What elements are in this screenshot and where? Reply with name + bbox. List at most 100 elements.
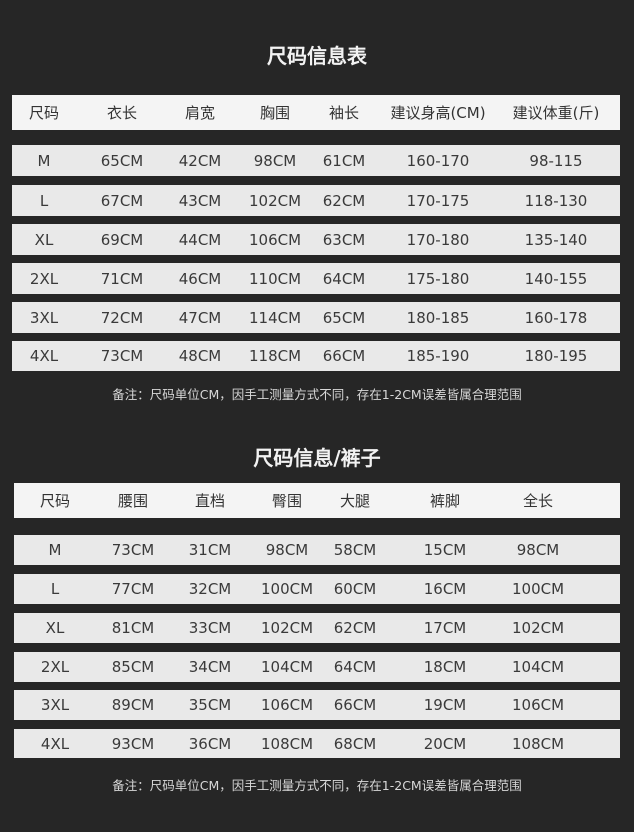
table-cell: 62CM (333, 619, 377, 637)
table-row: M 65CM 42CM 98CM 61CM 160-170 98-115 (12, 145, 620, 176)
table-cell: 110CM (248, 269, 302, 288)
table-row: 3XL 89CM 35CM 106CM 66CM 19CM 106CM (14, 690, 620, 720)
column-header: 裤脚 (429, 492, 461, 510)
table-cell: 160-170 (406, 151, 470, 170)
table-cell: 66CM (322, 347, 366, 365)
table-cell: 58CM (333, 541, 377, 559)
table-cell: 20CM (423, 734, 467, 753)
table-cell: 118CM (248, 347, 302, 365)
table-cell: 102CM (511, 619, 565, 637)
column-header: 全长 (522, 492, 554, 510)
table-cell: 35CM (188, 696, 232, 714)
table-row: 4XL 73CM 48CM 118CM 66CM 185-190 180-195 (12, 341, 620, 371)
table-cell: 3XL (29, 308, 59, 327)
tops-note: 备注：尺码单位CM，因手工测量方式不同，存在1-2CM误差皆属合理范围 (112, 387, 522, 402)
table-row: XL 69CM 44CM 106CM 63CM 170-180 135-140 (12, 224, 620, 255)
table-cell: M (37, 151, 51, 170)
table-cell: 81CM (111, 619, 155, 637)
table-cell: XL (45, 619, 65, 637)
column-header: 建议体重(斤) (512, 104, 600, 122)
table-cell: 69CM (100, 230, 144, 249)
table-cell: 98CM (265, 541, 309, 559)
table-cell: M (48, 541, 62, 559)
table-cell: 71CM (100, 269, 144, 288)
table-row: 2XL 85CM 34CM 104CM 64CM 18CM 104CM (14, 652, 620, 682)
table-cell: 108CM (511, 734, 565, 753)
table-cell: 18CM (423, 658, 467, 676)
table-row: 3XL 72CM 47CM 114CM 65CM 180-185 160-178 (12, 302, 620, 333)
table-cell: 73CM (111, 541, 155, 559)
table-cell: 98-115 (529, 151, 583, 170)
column-header: 臀围 (271, 492, 303, 510)
column-header: 腰围 (117, 492, 149, 510)
table-cell: 140-155 (524, 269, 588, 288)
table-cell: 100CM (260, 580, 314, 598)
table-cell: 77CM (111, 580, 155, 598)
table-cell: 31CM (188, 541, 232, 559)
table-cell: 93CM (111, 734, 155, 753)
table-row: L 67CM 43CM 102CM 62CM 170-175 118-130 (12, 185, 620, 216)
table-cell: 66CM (333, 696, 377, 714)
table-cell: 100CM (511, 580, 565, 598)
table-cell: 185-190 (406, 347, 470, 365)
table-cell: 65CM (100, 151, 144, 170)
table-cell: 32CM (188, 580, 232, 598)
table-cell: L (50, 580, 60, 598)
column-header: 直档 (194, 492, 226, 510)
table-cell: 61CM (322, 151, 366, 170)
table-row: M 73CM 31CM 98CM 58CM 15CM 98CM (14, 535, 620, 565)
table-cell: 135-140 (524, 230, 588, 249)
column-header: 尺码 (28, 104, 60, 122)
table-cell: 85CM (111, 658, 155, 676)
table-cell: 44CM (178, 230, 222, 249)
table-cell: 89CM (111, 696, 155, 714)
column-header: 胸围 (259, 104, 291, 122)
table-cell: 33CM (188, 619, 232, 637)
table-cell: 47CM (178, 308, 222, 327)
table-cell: 180-195 (524, 347, 588, 365)
table-cell: 104CM (511, 658, 565, 676)
table-cell: 4XL (40, 734, 70, 753)
column-header: 衣长 (106, 104, 138, 122)
table-cell: 2XL (40, 658, 70, 676)
table-cell: 64CM (322, 269, 366, 288)
header-row: 尺码 腰围 直档 臀围 大腿 裤脚 全长 (14, 483, 620, 518)
table-cell: 170-175 (406, 191, 470, 210)
table-cell: 36CM (188, 734, 232, 753)
pants-note: 备注：尺码单位CM，因手工测量方式不同，存在1-2CM误差皆属合理范围 (112, 778, 522, 793)
column-header: 袖长 (328, 104, 360, 122)
table-cell: 72CM (100, 308, 144, 327)
table-cell: 43CM (178, 191, 222, 210)
table-cell: 73CM (100, 347, 144, 365)
pants-title: 尺码信息/裤子 (253, 446, 381, 470)
table-cell: 175-180 (406, 269, 470, 288)
table-cell: L (39, 191, 49, 210)
table-cell: 63CM (322, 230, 366, 249)
table-cell: 98CM (253, 151, 297, 170)
tops-title: 尺码信息表 (267, 44, 367, 68)
table-cell: 48CM (178, 347, 222, 365)
table-row: 4XL 93CM 36CM 108CM 68CM 20CM 108CM (14, 729, 620, 758)
table-cell: 17CM (423, 619, 467, 637)
column-header: 肩宽 (184, 104, 216, 122)
table-cell: 3XL (40, 696, 70, 714)
table-cell: 15CM (423, 541, 467, 559)
column-header: 大腿 (339, 492, 371, 510)
table-cell: 98CM (516, 541, 560, 559)
table-cell: 34CM (188, 658, 232, 676)
table-cell: 170-180 (406, 230, 470, 249)
table-cell: 16CM (423, 580, 467, 598)
table-cell: XL (34, 230, 54, 249)
column-header: 建议身高(CM) (390, 104, 486, 122)
table-cell: 106CM (248, 230, 302, 249)
table-cell: 19CM (423, 696, 467, 714)
table-row: XL 81CM 33CM 102CM 62CM 17CM 102CM (14, 613, 620, 643)
table-cell: 118-130 (524, 191, 588, 210)
table-cell: 102CM (248, 191, 302, 210)
table-cell: 108CM (260, 734, 314, 753)
table-cell: 60CM (333, 580, 377, 598)
table-cell: 46CM (178, 269, 222, 288)
table-cell: 68CM (333, 734, 377, 753)
table-cell: 67CM (100, 191, 144, 210)
table-cell: 106CM (260, 696, 314, 714)
